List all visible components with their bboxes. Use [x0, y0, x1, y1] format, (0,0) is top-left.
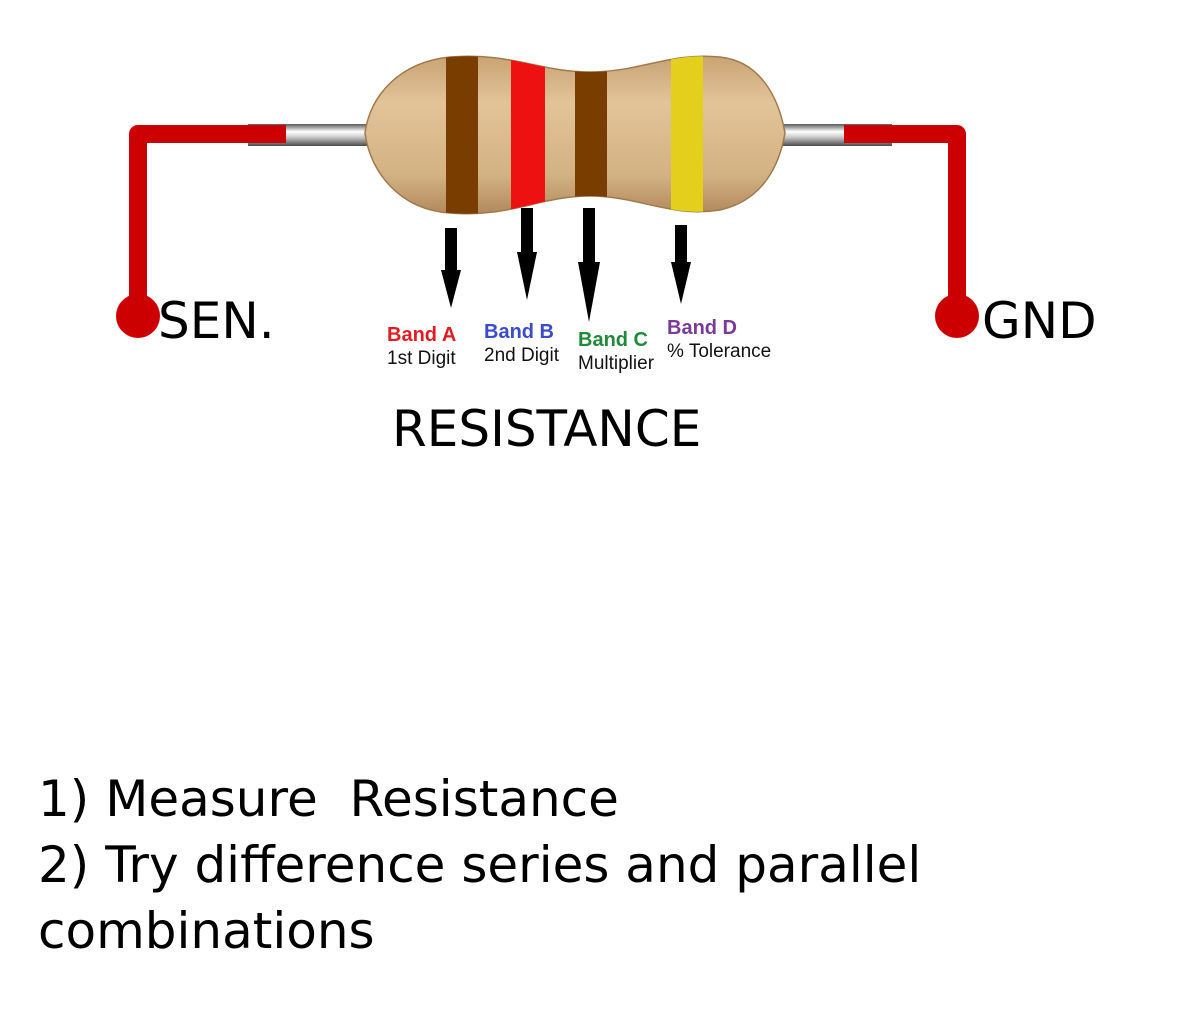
- right-terminal-dot: [935, 294, 979, 338]
- instruction-item-2: 2) Try difference series and parallel co…: [38, 836, 938, 960]
- arrow-band-a: [441, 228, 461, 308]
- band-b-role: 2nd Digit: [484, 345, 559, 366]
- band-a-key: Band A 1st Digit: [387, 325, 456, 368]
- gnd-terminal-label: GND: [982, 292, 1097, 350]
- band-d-name: Band D: [667, 317, 737, 339]
- band-c-name: Band C: [578, 329, 648, 351]
- arrow-band-d: [671, 225, 691, 304]
- component-label: RESISTANCE: [392, 400, 702, 458]
- band-d-role: % Tolerance: [667, 341, 772, 362]
- band-c-key: Band C Multiplier: [578, 330, 654, 373]
- band-b-name: Band B: [484, 321, 554, 343]
- color-band-b: [511, 56, 545, 214]
- band-a-name: Band A: [387, 324, 457, 346]
- color-band-d: [671, 56, 703, 214]
- instruction-item-1: 1) Measure Resistance: [38, 770, 619, 828]
- sen-terminal-label: SEN.: [158, 292, 275, 350]
- right-wire: [844, 125, 966, 314]
- color-band-a: [446, 56, 478, 214]
- resistor-body: [364, 55, 786, 215]
- band-b-key: Band B 2nd Digit: [484, 322, 559, 365]
- arrow-band-c: [578, 208, 600, 322]
- band-d-key: Band D % Tolerance: [667, 318, 771, 361]
- color-band-c: [575, 56, 607, 214]
- left-terminal-dot: [116, 294, 160, 338]
- band-c-role: Multiplier: [578, 353, 655, 374]
- arrow-band-b: [517, 208, 537, 300]
- instructions-list: 1) Measure Resistance 2) Try difference …: [38, 766, 1168, 964]
- left-wire: [129, 125, 286, 314]
- band-a-role: 1st Digit: [387, 348, 456, 369]
